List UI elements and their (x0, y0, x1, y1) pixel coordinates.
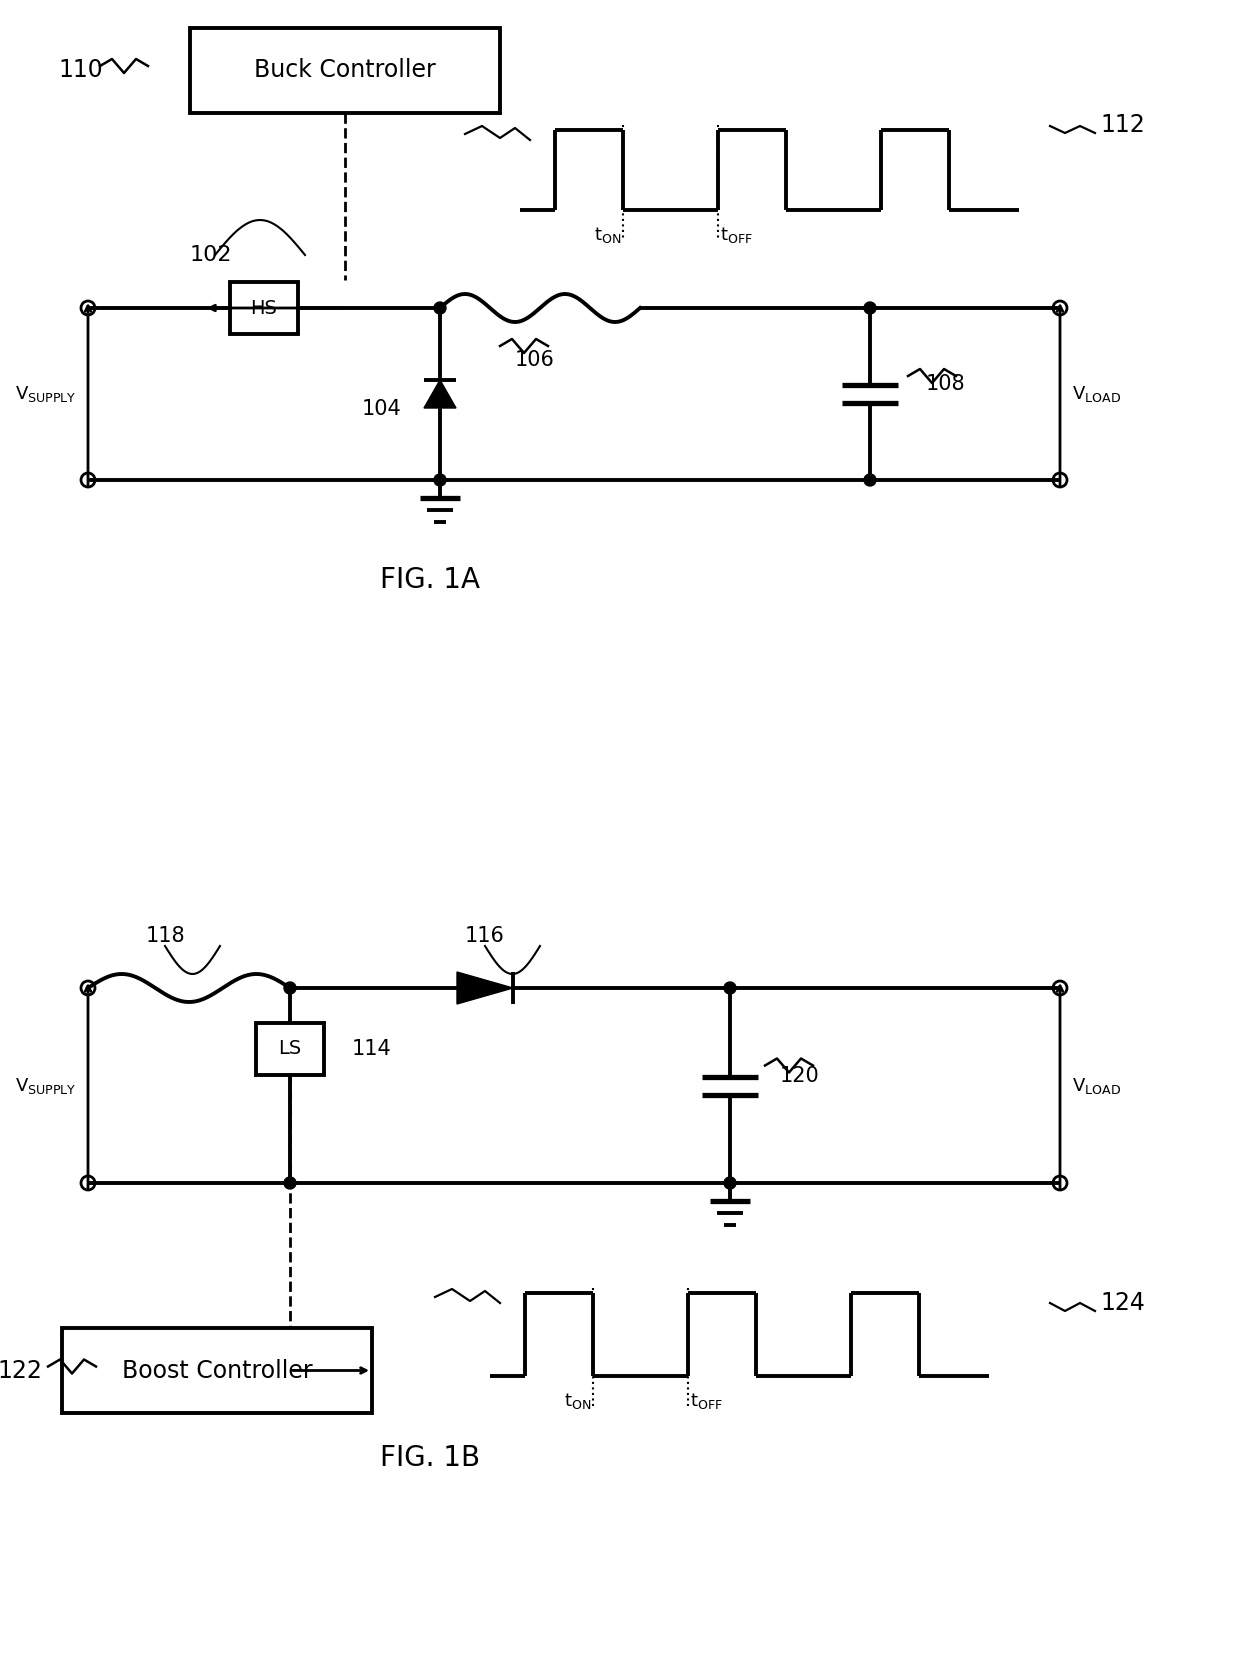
Text: t$_{\mathsf{ON}}$: t$_{\mathsf{ON}}$ (594, 225, 621, 245)
Text: 108: 108 (925, 374, 965, 394)
Text: V$_{\mathsf{SUPPLY}}$: V$_{\mathsf{SUPPLY}}$ (15, 1076, 76, 1096)
Text: 124: 124 (1100, 1291, 1145, 1316)
Text: 114: 114 (352, 1039, 392, 1059)
Text: FIG. 1A: FIG. 1A (379, 566, 480, 593)
Text: HS: HS (250, 298, 278, 317)
Bar (190, 28, 500, 112)
Text: 106: 106 (515, 350, 556, 370)
Circle shape (434, 302, 446, 313)
Circle shape (724, 1177, 737, 1188)
Text: t$_{\mathsf{ON}}$: t$_{\mathsf{ON}}$ (564, 1391, 591, 1411)
Text: 118: 118 (145, 927, 185, 945)
Text: 120: 120 (780, 1066, 820, 1086)
Text: t$_{\mathsf{OFF}}$: t$_{\mathsf{OFF}}$ (689, 1391, 723, 1411)
Text: 122: 122 (0, 1359, 42, 1383)
Circle shape (284, 1177, 296, 1188)
Text: FIG. 1B: FIG. 1B (379, 1445, 480, 1472)
Text: V$_{\mathsf{LOAD}}$: V$_{\mathsf{LOAD}}$ (1073, 1076, 1121, 1096)
Polygon shape (458, 972, 513, 1004)
Circle shape (724, 982, 737, 994)
Text: V$_{\mathsf{SUPPLY}}$: V$_{\mathsf{SUPPLY}}$ (15, 384, 76, 404)
Bar (229, 282, 298, 334)
Circle shape (284, 982, 296, 994)
Polygon shape (424, 380, 456, 407)
Circle shape (864, 474, 875, 486)
Circle shape (434, 474, 446, 486)
Text: Buck Controller: Buck Controller (254, 59, 436, 82)
Text: V$_{\mathsf{LOAD}}$: V$_{\mathsf{LOAD}}$ (1073, 384, 1121, 404)
Text: t$_{\mathsf{OFF}}$: t$_{\mathsf{OFF}}$ (720, 225, 753, 245)
Text: 104: 104 (362, 399, 402, 419)
Text: 102: 102 (190, 245, 233, 265)
Text: 116: 116 (465, 927, 505, 945)
Text: 112: 112 (1100, 112, 1145, 137)
Text: 110: 110 (58, 59, 103, 82)
Text: LS: LS (278, 1039, 301, 1059)
Bar (62, 1327, 372, 1413)
Circle shape (864, 302, 875, 313)
Text: Boost Controller: Boost Controller (122, 1359, 312, 1383)
Bar (255, 1022, 324, 1074)
